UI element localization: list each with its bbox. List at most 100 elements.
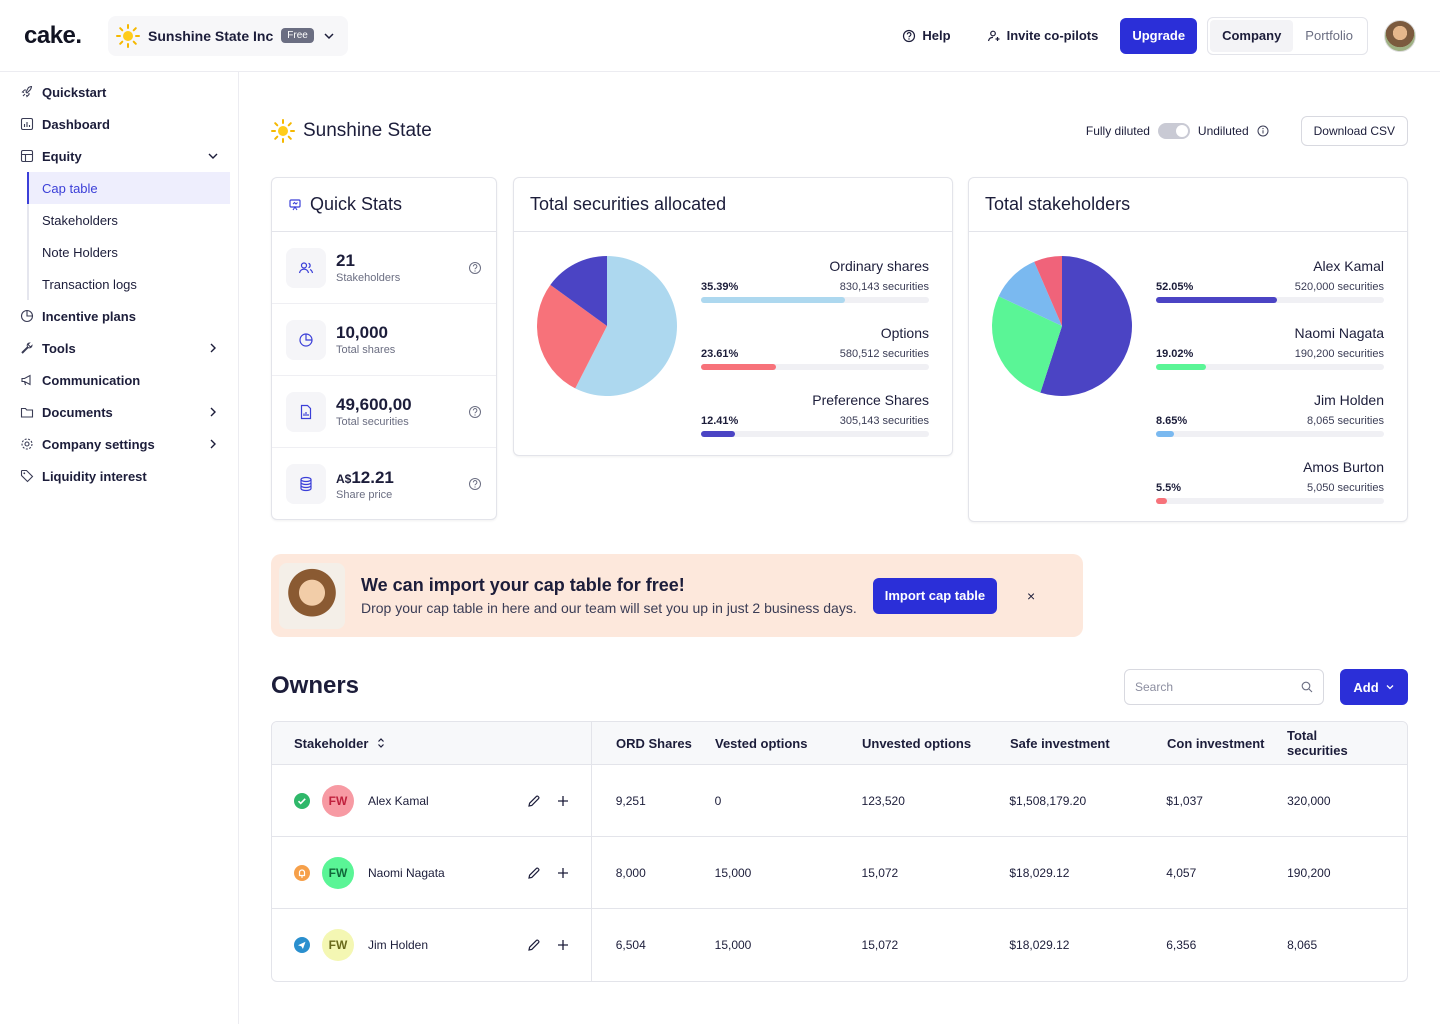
download-csv-button[interactable]: Download CSV	[1300, 116, 1408, 146]
company-tab[interactable]: Company	[1210, 19, 1294, 52]
column-stakeholder[interactable]: Stakeholder	[272, 722, 592, 764]
legend-item: Ordinary shares 35.39% 830,143 securitie…	[701, 258, 929, 303]
help-circle-icon[interactable]	[468, 477, 482, 491]
cell-ord-shares: 6,504	[615, 938, 646, 952]
invite-label: Invite co-pilots	[1006, 28, 1099, 43]
legend-item: Options 23.61% 580,512 securities	[701, 325, 929, 370]
pencil-icon[interactable]	[527, 794, 541, 808]
cell-vested-options: 15,000	[714, 938, 752, 952]
stat-label: Share price	[336, 488, 393, 501]
stat-value: 10,000	[336, 323, 388, 342]
sidebar-item-label: Transaction logs	[42, 276, 137, 292]
legend-name: Options	[880, 325, 929, 341]
securities-pie-chart	[537, 256, 677, 396]
sidebar-item-label: Incentive plans	[42, 308, 136, 324]
search-input[interactable]	[1135, 680, 1285, 694]
sidebar-item-company-settings[interactable]: Company settings	[0, 428, 238, 460]
plus-icon[interactable]	[557, 939, 569, 951]
legend-percent: 52.05%	[1156, 281, 1194, 293]
table-row[interactable]: FW Jim Holden 6,504 15,000 15,072 $18,02…	[272, 909, 1407, 981]
cell-con-investment: $1,037	[1166, 793, 1203, 808]
sidebar-item-label: Stakeholders	[42, 212, 118, 228]
sidebar-item-equity[interactable]: Equity	[0, 140, 238, 172]
pie-slice-0	[575, 256, 677, 396]
pencil-icon[interactable]	[527, 938, 541, 952]
portfolio-tab[interactable]: Portfolio	[1305, 28, 1353, 43]
help-circle-icon[interactable]	[468, 405, 482, 419]
chevron-down-icon	[324, 32, 334, 39]
sun-icon	[116, 23, 140, 48]
sidebar-item-quickstart[interactable]: Quickstart	[0, 76, 238, 108]
user-avatar[interactable]	[1384, 19, 1416, 52]
legend-item: Alex Kamal 52.05% 520,000 securities	[1156, 258, 1384, 303]
securities-title: Total securities allocated	[530, 194, 727, 214]
sidebar-item-label: Documents	[42, 404, 113, 420]
sidebar-item-cap-table[interactable]: Cap table	[27, 172, 230, 204]
cell-safe-investment: $18,029.12	[1009, 938, 1070, 952]
cell-safe-investment: $18,029.12	[1009, 865, 1070, 880]
avatar: FW	[322, 929, 354, 961]
sidebar-item-liquidity-interest[interactable]: Liquidity interest	[0, 460, 238, 492]
sun-icon	[271, 119, 295, 143]
help-link[interactable]: Help	[888, 18, 964, 54]
stakeholder-name[interactable]: Alex Kamal	[368, 793, 429, 808]
progress-fill	[701, 431, 736, 437]
sidebar-item-note-holders[interactable]: Note Holders	[29, 236, 238, 268]
plus-icon[interactable]	[557, 867, 569, 879]
page-title: Sunshine State	[303, 120, 432, 141]
plan-badge: Free	[281, 28, 314, 43]
legend-securities: 520,000 securities	[1294, 281, 1384, 293]
sidebar-item-incentive-plans[interactable]: Incentive plans	[0, 300, 238, 332]
import-cap-table-button[interactable]: Import cap table	[872, 577, 998, 614]
cell-ord-shares: 9,251	[615, 793, 646, 808]
sidebar-item-label: Dashboard	[42, 116, 110, 132]
database-icon	[300, 476, 312, 492]
legend-securities: 190,200 securities	[1294, 348, 1384, 360]
legend-percent: 19.02%	[1156, 348, 1194, 360]
fully-diluted-label: Fully diluted	[1085, 124, 1150, 138]
sidebar-item-stakeholders[interactable]: Stakeholders	[29, 204, 238, 236]
table-row[interactable]: FW Alex Kamal 9,251 0 123,520 $1,508,179…	[272, 765, 1407, 837]
upgrade-button[interactable]: Upgrade	[1120, 17, 1198, 54]
invite-link[interactable]: Invite co-pilots	[973, 18, 1113, 54]
help-circle-icon[interactable]	[468, 261, 482, 275]
pencil-icon[interactable]	[527, 866, 541, 880]
add-button[interactable]: Add	[1340, 669, 1408, 705]
legend-name: Amos Burton	[1303, 459, 1384, 475]
progress-fill	[1156, 431, 1175, 437]
sidebar-item-communication[interactable]: Communication	[0, 364, 238, 396]
cell-total-securities: 8,065	[1287, 938, 1318, 952]
dilution-toggle[interactable]	[1157, 123, 1190, 139]
legend-name: Jim Holden	[1313, 392, 1384, 408]
org-name: Sunshine State Inc	[148, 27, 274, 44]
stakeholder-name[interactable]: Naomi Nagata	[368, 865, 445, 880]
sort-icon[interactable]	[376, 737, 386, 749]
cake-logo[interactable]: cake.	[24, 21, 82, 49]
progress-fill	[1156, 364, 1207, 370]
progress-track	[1156, 364, 1384, 370]
support-agent-photo	[279, 562, 345, 629]
sidebar-item-transaction-logs[interactable]: Transaction logs	[29, 268, 238, 300]
stakeholder-name[interactable]: Jim Holden	[368, 938, 429, 952]
org-switcher[interactable]: Sunshine State Inc Free	[108, 15, 348, 56]
folder-icon	[20, 407, 34, 418]
legend-name: Preference Shares	[812, 392, 929, 408]
table-row[interactable]: FW Naomi Nagata 8,000 15,000 15,072 $18,…	[272, 837, 1407, 909]
banner-title: We can import your cap table for free!	[361, 575, 685, 595]
sidebar-item-dashboard[interactable]: Dashboard	[0, 108, 238, 140]
pie-slice-0	[1040, 256, 1132, 396]
progress-track	[1156, 297, 1384, 303]
legend-percent: 23.61%	[701, 348, 739, 360]
plus-icon[interactable]	[557, 795, 569, 807]
sidebar-item-documents[interactable]: Documents	[0, 396, 238, 428]
sidebar-item-label: Communication	[42, 372, 141, 388]
stat-label: Stakeholders	[336, 272, 401, 284]
sidebar-item-tools[interactable]: Tools	[0, 332, 238, 364]
bell-status-icon	[294, 864, 310, 881]
search-box	[1124, 669, 1324, 705]
legend-name: Ordinary shares	[829, 258, 929, 274]
search-icon	[1301, 681, 1313, 693]
close-icon[interactable]: ×	[1027, 587, 1036, 604]
progress-fill	[1156, 297, 1277, 303]
info-icon[interactable]	[1257, 125, 1269, 137]
